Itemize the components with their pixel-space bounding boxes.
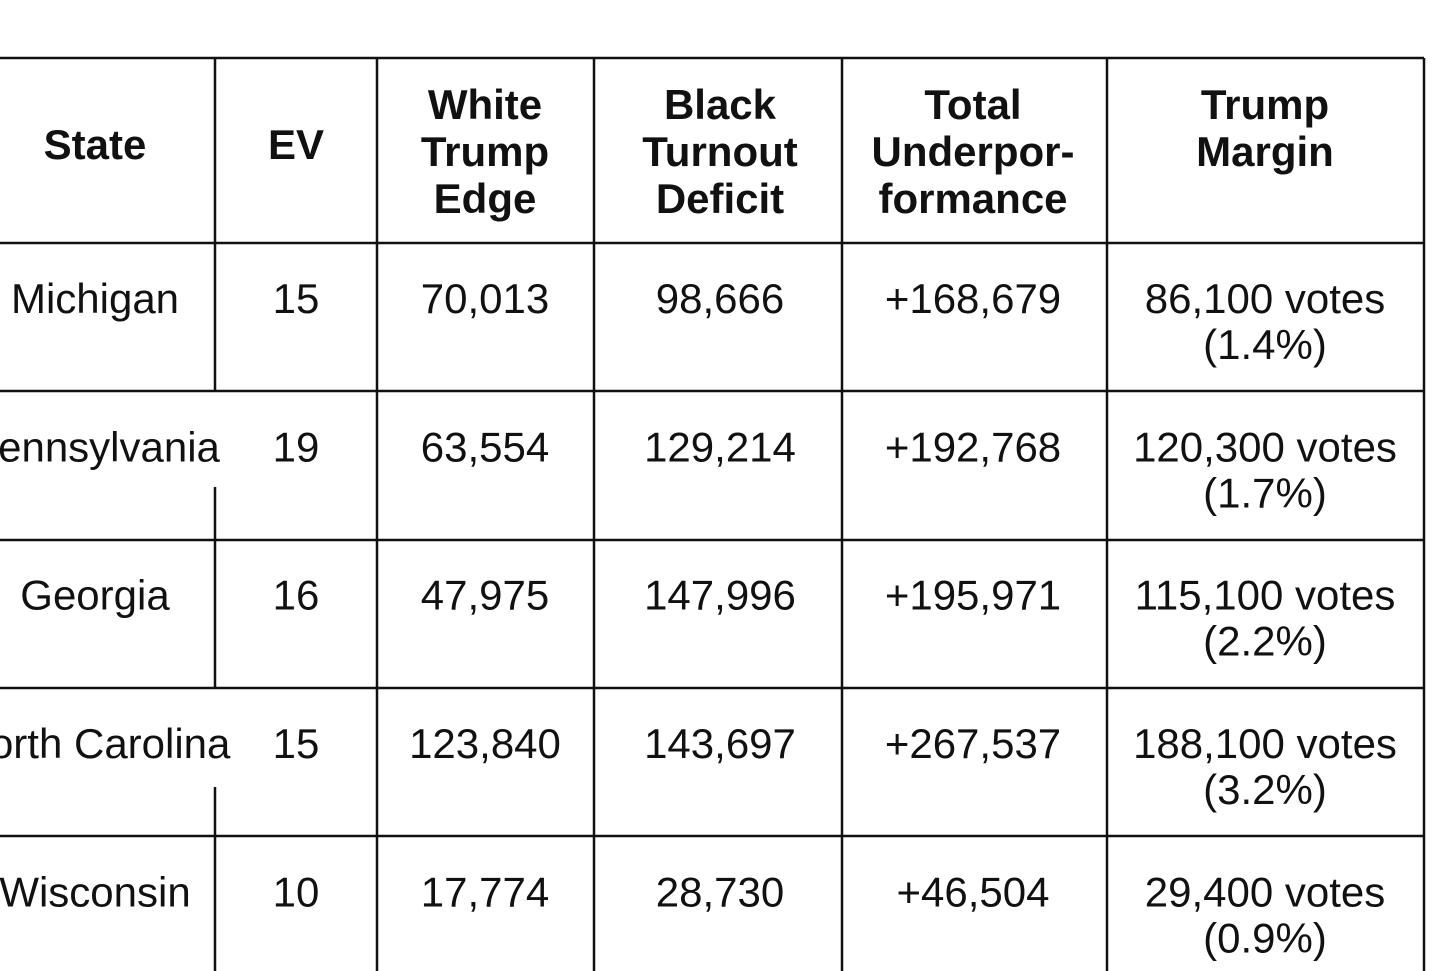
cell: (3.2%) [1203, 766, 1327, 813]
cell: North Carolina [0, 720, 231, 767]
cell: 19 [273, 423, 320, 470]
header-cell: Trump [1201, 81, 1329, 128]
header-cell: State [44, 121, 147, 168]
cell: (1.4%) [1203, 321, 1327, 368]
cell: 28,730 [656, 868, 784, 915]
header-cell: Turnout [642, 128, 798, 175]
cell: (2.2%) [1203, 618, 1327, 665]
cell: 70,013 [421, 275, 549, 322]
cell: 120,300 votes [1133, 423, 1397, 470]
header-cell: Total [924, 81, 1021, 128]
cell: +46,504 [897, 868, 1050, 915]
cell: 15 [273, 275, 320, 322]
cell: (1.7%) [1203, 469, 1327, 516]
header-cell: Black [664, 81, 777, 128]
cell: 47,975 [421, 572, 549, 619]
cell: +195,971 [885, 572, 1061, 619]
cell: 86,100 votes [1145, 275, 1386, 322]
header-cell: formance [878, 175, 1067, 222]
header-cell: Underpor- [872, 128, 1075, 175]
cell: Georgia [20, 572, 170, 619]
cell: 143,697 [644, 720, 796, 767]
cell: Pennsylvania [0, 423, 221, 470]
cell: +192,768 [885, 423, 1061, 470]
cell: 147,996 [644, 572, 796, 619]
header-cell: Edge [434, 175, 537, 222]
cell: 129,214 [644, 423, 796, 470]
header-cell: Trump [421, 128, 549, 175]
cell: Michigan [11, 275, 179, 322]
header-cell: Deficit [656, 175, 784, 222]
cell: 16 [273, 572, 320, 619]
header-cell: Margin [1196, 128, 1334, 175]
header-cell: EV [268, 121, 324, 168]
cell: +267,537 [885, 720, 1061, 767]
header-cell: White [428, 81, 542, 128]
grid [0, 56, 1426, 971]
cell: (0.9%) [1203, 914, 1327, 961]
cell: 115,100 votes [1135, 572, 1396, 619]
cell: 98,666 [656, 275, 784, 322]
cell: 10 [273, 868, 320, 915]
cell: 123,840 [409, 720, 561, 767]
cell: Wisconsin [0, 868, 191, 915]
cell: 15 [273, 720, 320, 767]
cell: +168,679 [885, 275, 1061, 322]
cell: 63,554 [421, 423, 549, 470]
cell: 17,774 [421, 868, 549, 915]
cell: 188,100 votes [1133, 720, 1397, 767]
cell: 29,400 votes [1145, 868, 1386, 915]
